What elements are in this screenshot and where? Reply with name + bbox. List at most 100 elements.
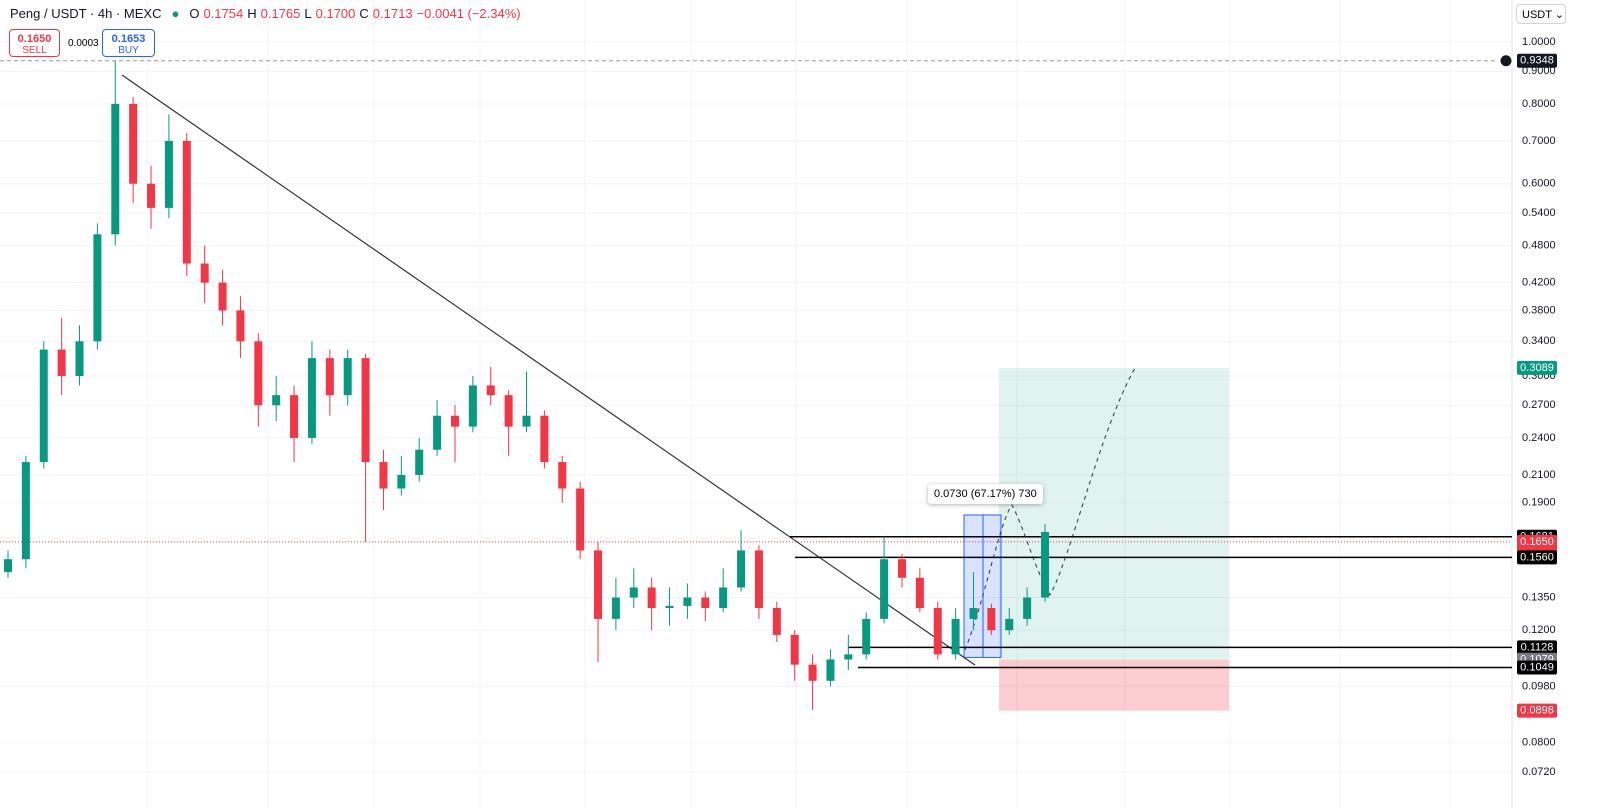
candle-body	[897, 559, 906, 578]
price-label: 0.1200	[1522, 624, 1556, 636]
badge-label: 0.1560	[1520, 551, 1554, 563]
candle-body	[594, 550, 603, 619]
candle-body	[951, 618, 960, 655]
buy-label: BUY	[118, 45, 139, 56]
price-label: 0.0800	[1522, 737, 1556, 749]
price-label: 0.1900	[1522, 497, 1556, 509]
candle-body	[111, 103, 120, 235]
measure-label: 0.0730 (67.17%) 730	[928, 484, 1043, 504]
candle-body	[772, 608, 781, 635]
candle-body	[450, 415, 459, 427]
badge-label: 0.9348	[1520, 55, 1554, 67]
candle-body	[629, 587, 638, 598]
candle-body	[325, 358, 334, 396]
candle-body	[826, 659, 835, 681]
price-label: 0.7000	[1522, 135, 1556, 147]
candle-body	[540, 415, 549, 463]
price-label: 0.5400	[1522, 207, 1556, 219]
projection	[964, 367, 1136, 651]
price-label: 0.1350	[1522, 591, 1556, 603]
candle-body	[129, 103, 138, 184]
candle-body	[307, 358, 316, 438]
candle-body	[969, 608, 978, 619]
candle-body	[486, 385, 495, 396]
candle-body	[343, 358, 352, 396]
c-label: C	[359, 6, 369, 21]
price-label: 0.3800	[1522, 304, 1556, 316]
candle-body	[1005, 618, 1014, 631]
candle-body	[182, 140, 191, 264]
candle-body	[665, 605, 674, 609]
candle-body	[218, 282, 227, 311]
buy-button[interactable]: 0.1653 BUY	[102, 29, 155, 57]
price-badge	[1517, 360, 1557, 375]
candle-body	[1041, 531, 1049, 598]
spread: 0.0003	[68, 38, 99, 49]
candle-body	[272, 395, 281, 406]
candle-body	[21, 462, 30, 560]
badge-label: 0.3089	[1520, 362, 1554, 374]
o-label: O	[189, 6, 200, 21]
candle-body	[576, 488, 585, 551]
status-dot: ●	[171, 6, 180, 21]
price-label: 0.6000	[1522, 178, 1556, 190]
candle-body	[987, 608, 996, 631]
price-badge	[1517, 550, 1557, 565]
h-label: H	[247, 6, 257, 21]
price-label: 0.4200	[1522, 277, 1556, 289]
badge-label: 0.1650	[1520, 536, 1554, 548]
candle-body	[933, 608, 942, 655]
candle-body	[397, 474, 406, 489]
candle-body	[915, 577, 924, 609]
header: Peng / USDT · 4h · MEXC ● O 0.1754 H 0.176…	[10, 6, 521, 21]
candle-body	[844, 654, 853, 660]
candle-body	[290, 395, 299, 438]
sell-label: SELL	[22, 45, 47, 56]
currency-select[interactable]: USDT ⌄	[1516, 4, 1566, 24]
sell-button[interactable]: 0.1650 SELL	[9, 29, 60, 57]
price-badge	[1517, 53, 1557, 68]
candle-body	[719, 587, 728, 609]
trendline	[121, 74, 976, 666]
price-label: 0.0720	[1522, 766, 1556, 778]
candle-body	[200, 263, 209, 283]
price-label: 0.4800	[1522, 240, 1556, 252]
candle-body	[683, 597, 692, 606]
candle-body	[164, 140, 173, 208]
candle-body	[522, 415, 531, 427]
candle-body	[415, 449, 424, 475]
price-badge	[1517, 660, 1557, 675]
currency: USDT	[1522, 9, 1552, 21]
sell-price: 0.1650	[17, 33, 52, 45]
candle-body	[737, 550, 746, 588]
candle-body	[558, 462, 567, 489]
candle-body	[254, 341, 263, 406]
badge-label: 0.1128	[1521, 641, 1554, 653]
target-zone	[999, 367, 1229, 660]
candle-body	[93, 234, 102, 342]
low: 0.1700	[315, 6, 356, 21]
candle-body	[147, 183, 156, 208]
candle-body	[361, 358, 370, 463]
price-label: 0.2100	[1522, 469, 1556, 481]
symbol[interactable]: Peng / USDT · 4h · MEXC	[10, 6, 162, 21]
change: −0.0041 (−2.34%)	[416, 6, 521, 21]
candle-body	[504, 395, 513, 427]
price-badge	[1517, 640, 1557, 655]
candle-body	[57, 349, 66, 377]
candle-body	[4, 559, 12, 573]
crosshair-icon	[1499, 54, 1513, 68]
open: 0.1754	[203, 6, 244, 21]
candle-body	[611, 597, 620, 619]
price-label: 1.0000	[1522, 36, 1556, 48]
candle-body	[39, 349, 48, 463]
candle-body	[468, 385, 477, 427]
candle-body	[880, 559, 889, 619]
candle-body	[236, 310, 245, 342]
candle-body	[790, 634, 799, 665]
candle-body	[754, 550, 763, 609]
price-badge	[1517, 703, 1557, 718]
candle-body	[808, 664, 817, 681]
